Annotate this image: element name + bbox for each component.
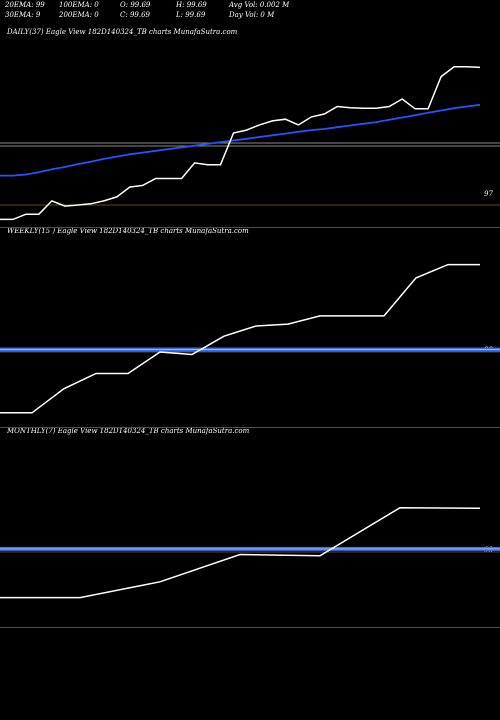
ema100-value: 100EMA: 0: [59, 1, 99, 9]
monthly-price-line: [0, 506, 481, 599]
ema30-value: 30EMA: 9: [5, 11, 41, 19]
daily-y-tick: 97: [484, 190, 493, 198]
daily-chart: [0, 66, 500, 228]
ema20-value: 20EMA: 99: [5, 1, 45, 9]
weekly-panel-title: WEEKLY(15 ) Eagle View 182D140324_TB cha…: [7, 227, 249, 235]
monthly-chart: [0, 506, 500, 628]
close-value: C: 99.69: [120, 11, 150, 19]
open-value: O: 99.69: [120, 1, 151, 9]
ema200-value: 200EMA: 0: [59, 11, 99, 19]
weekly-price-line: [0, 263, 480, 414]
daily-price-line: [0, 66, 481, 221]
low-value: L: 99.69: [176, 11, 206, 19]
high-value: H: 99.69: [176, 1, 207, 9]
daily-panel-title: DAILY(37) Eagle View 182D140324_TB chart…: [7, 28, 238, 36]
daily-ema-line: [0, 103, 481, 177]
avg-volume-value: Avg Vol: 0.002 M: [229, 1, 290, 9]
day-volume-value: Day Vol: 0 M: [229, 11, 275, 19]
weekly-chart: [0, 263, 500, 428]
monthly-panel-title: MONTHLY(7) Eagle View 182D140324_TB char…: [7, 427, 250, 435]
